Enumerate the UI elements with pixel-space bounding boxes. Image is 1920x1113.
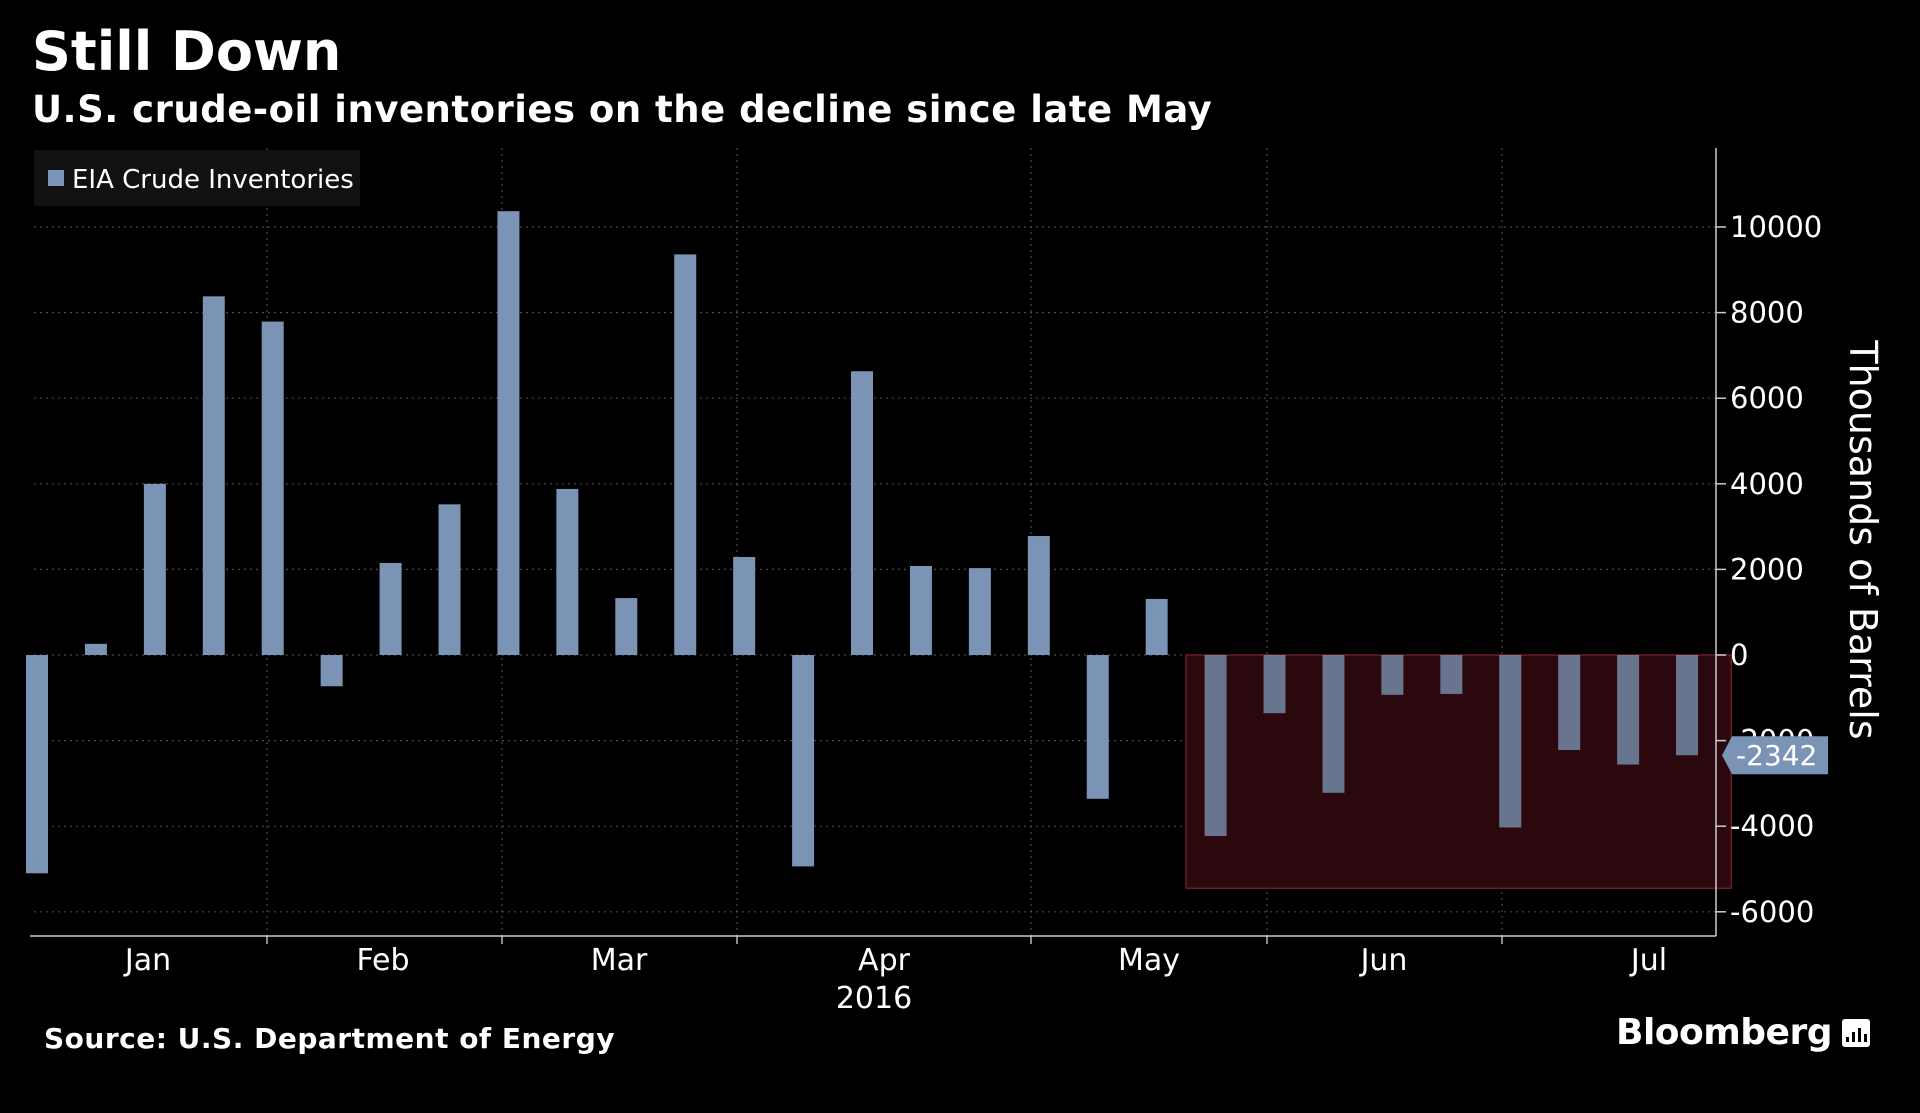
grid-lines (34, 148, 1716, 936)
y-tick-label: -6000 (1730, 895, 1814, 929)
source-note: Source: U.S. Department of Energy (44, 1022, 616, 1055)
y-tick-label: 0 (1730, 638, 1748, 672)
bars (26, 211, 1699, 874)
bar (968, 568, 991, 655)
x-tick-label: Jan (123, 943, 171, 978)
bar (143, 483, 166, 655)
last-value-label: -2342 (1736, 739, 1817, 772)
x-year-label: 2016 (836, 981, 912, 1016)
legend-swatch (48, 170, 64, 186)
x-tick-label: Mar (591, 943, 648, 978)
bar (1322, 655, 1345, 793)
y-tick-label: 10000 (1730, 210, 1822, 244)
bar (1558, 655, 1581, 751)
bar (909, 565, 932, 655)
bloomberg-terminal-icon (1842, 1018, 1870, 1047)
bar (1204, 655, 1227, 837)
bar (1086, 655, 1109, 799)
y-tick-label: 4000 (1730, 467, 1804, 501)
bar (1145, 598, 1168, 655)
y-axis-label: Thousands of Barrels (1841, 339, 1885, 739)
bar (674, 254, 697, 655)
bar (733, 556, 756, 655)
last-value-tag-shape (1722, 736, 1828, 775)
bar (1263, 655, 1286, 714)
x-tick-label: Jun (1359, 943, 1408, 978)
bar (497, 211, 520, 655)
y-tick-label: -4000 (1730, 809, 1814, 843)
chart-subtitle: U.S. crude-oil inventories on the declin… (32, 88, 1213, 131)
x-tick-label: May (1118, 943, 1180, 978)
bar (202, 296, 225, 655)
bar (84, 643, 107, 655)
legend-label: EIA Crude Inventories (72, 165, 354, 195)
bar (615, 598, 638, 655)
bar (26, 655, 48, 874)
y-tick-label: 6000 (1730, 381, 1804, 415)
bar (438, 504, 461, 655)
bar (320, 655, 343, 687)
bar (1676, 655, 1699, 756)
x-tick-label: Jul (1629, 943, 1667, 978)
bar (261, 321, 284, 655)
bar (1027, 536, 1050, 655)
bar (1440, 655, 1463, 694)
legend: EIA Crude Inventories (34, 150, 360, 206)
y-tick-label: 2000 (1730, 552, 1804, 586)
bar (851, 371, 874, 655)
bloomberg-logo: Bloomberg (1616, 1012, 1870, 1053)
bar (1381, 655, 1404, 695)
chart-title: Still Down (32, 20, 342, 83)
bar (556, 488, 579, 655)
bar (792, 655, 815, 867)
last-value-tag: -2342 (1722, 736, 1828, 775)
bar (1499, 655, 1522, 828)
x-tick-label: Feb (356, 943, 409, 978)
bar (1617, 655, 1640, 765)
legend-box (34, 150, 360, 206)
y-tick-label: 8000 (1730, 296, 1804, 330)
x-tick-label: Apr (858, 943, 911, 978)
brand-name: Bloomberg (1616, 1012, 1832, 1053)
bar (379, 562, 402, 655)
